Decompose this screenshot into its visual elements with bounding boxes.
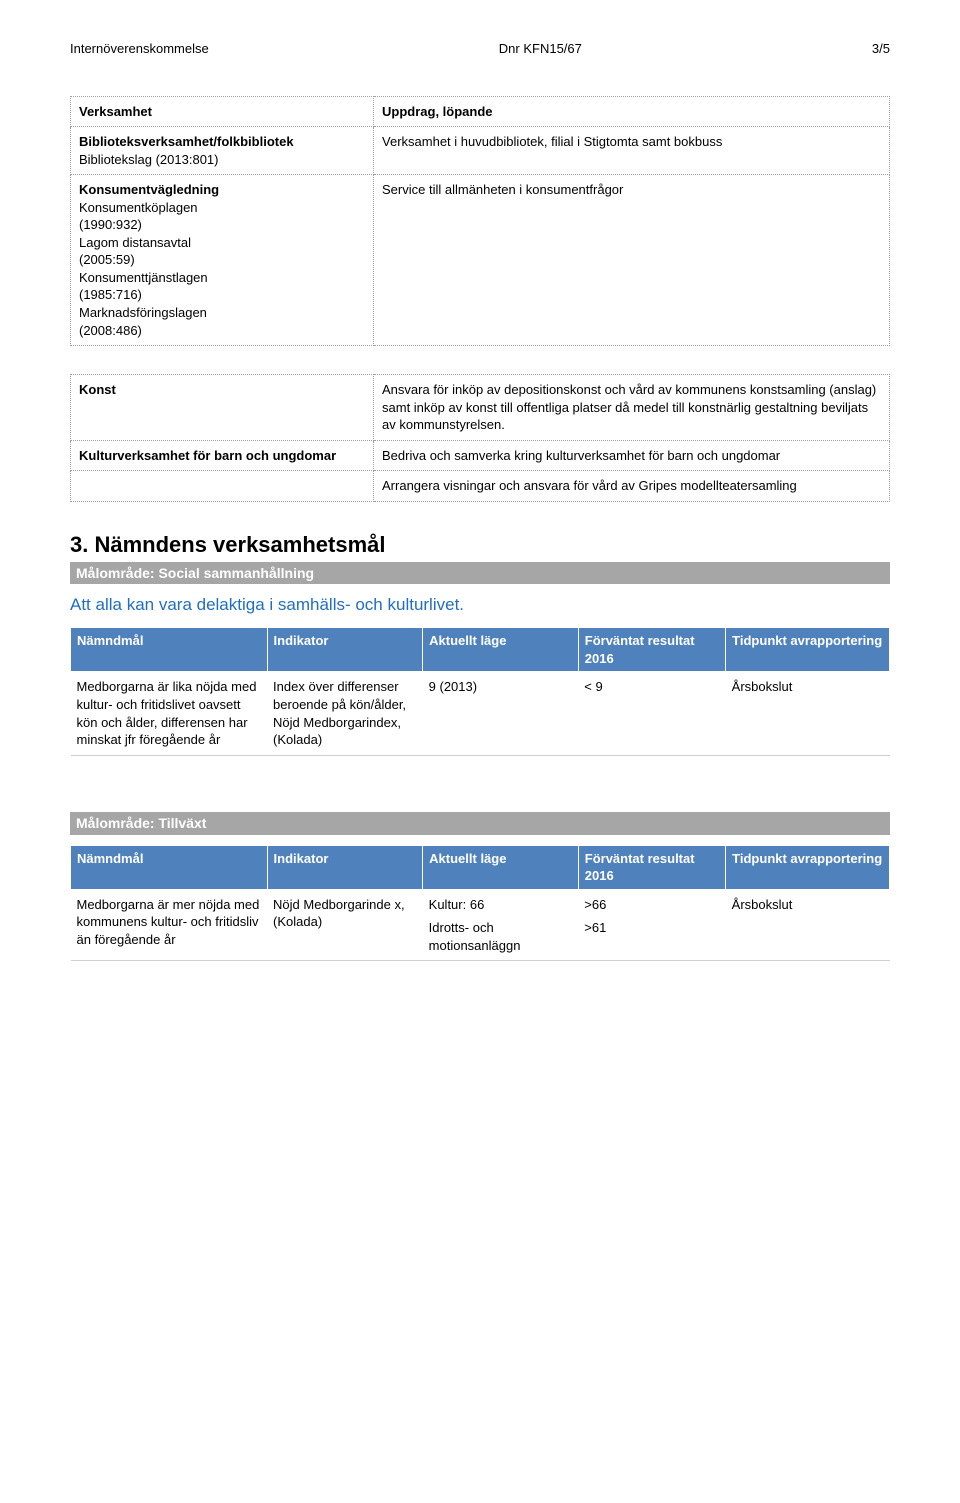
th: Aktuellt läge — [423, 628, 579, 672]
th: Tidpunkt avrapportering — [726, 845, 890, 889]
cell-right: Service till allmänheten i konsumentfråg… — [374, 175, 890, 346]
cell: < 9 — [578, 672, 725, 755]
cell-line: Bibliotekslag (2013:801) — [79, 151, 365, 169]
cell-line: >66 — [584, 896, 719, 914]
th: Aktuellt läge — [423, 845, 579, 889]
th: Nämndmål — [71, 845, 268, 889]
cell-title: Kulturverksamhet för barn och ungdomar — [79, 448, 336, 463]
table-row: Biblioteksverksamhet/folkbibliotek Bibli… — [71, 127, 890, 175]
header-right: 3/5 — [872, 40, 890, 58]
cell-line: Konsumenttjänstlagen — [79, 269, 365, 287]
header-center: Dnr KFN15/67 — [499, 40, 582, 58]
cell: Kultur: 66 Idrotts- och motionsanläggn — [423, 889, 579, 961]
table-row: Medborgarna är lika nöjda med kultur- oc… — [71, 672, 890, 755]
goal-table-1: Nämndmål Indikator Aktuellt läge Förvänt… — [70, 627, 890, 755]
table-header-row: Nämndmål Indikator Aktuellt läge Förvänt… — [71, 628, 890, 672]
activity-table-2: Konst Ansvara för inköp av depositionsko… — [70, 374, 890, 502]
cell-line: Lagom distansavtal — [79, 234, 365, 252]
cell: Årsbokslut — [726, 889, 890, 961]
cell: Medborgarna är mer nöjda med kommunens k… — [71, 889, 268, 961]
table-row: Kulturverksamhet för barn och ungdomar B… — [71, 440, 890, 471]
goal-area-bar: Målområde: Social sammanhållning — [70, 562, 890, 585]
cell: Årsbokslut — [726, 672, 890, 755]
th: Indikator — [267, 845, 423, 889]
cell-left: Kulturverksamhet för barn och ungdomar — [71, 440, 374, 471]
cell-right: Ansvara för inköp av depositionskonst oc… — [374, 375, 890, 441]
table-row: Medborgarna är mer nöjda med kommunens k… — [71, 889, 890, 961]
cell-left: Konsumentvägledning Konsumentköplagen (1… — [71, 175, 374, 346]
cell-line: (1985:716) — [79, 286, 365, 304]
cell-line: >61 — [584, 919, 719, 937]
th: Förväntat resultat 2016 — [578, 628, 725, 672]
cell-right: Arrangera visningar och ansvara för vård… — [374, 471, 890, 502]
goal-subtitle: Att alla kan vara delaktiga i samhälls- … — [70, 594, 890, 617]
cell-title: Konsumentvägledning — [79, 181, 365, 199]
cell-line: (1990:932) — [79, 216, 365, 234]
table-header-row: Nämndmål Indikator Aktuellt läge Förvänt… — [71, 845, 890, 889]
th: Indikator — [267, 628, 423, 672]
cell-left — [71, 471, 374, 502]
cell-line: Marknadsföringslagen — [79, 304, 365, 322]
cell-line: Kultur: 66 — [429, 896, 573, 914]
cell: >66 >61 — [578, 889, 725, 961]
th-uppdrag: Uppdrag, löpande — [374, 96, 890, 127]
table-row: Konsumentvägledning Konsumentköplagen (1… — [71, 175, 890, 346]
cell-line: Idrotts- och motionsanläggn — [429, 919, 573, 954]
cell: Medborgarna är lika nöjda med kultur- oc… — [71, 672, 268, 755]
table-row: Konst Ansvara för inköp av depositionsko… — [71, 375, 890, 441]
section-title: 3. Nämndens verksamhetsmål — [70, 530, 890, 560]
cell-title: Konst — [79, 382, 116, 397]
cell: Nöjd Medborgarinde x, (Kolada) — [267, 889, 423, 961]
cell-right: Verksamhet i huvudbibliotek, filial i St… — [374, 127, 890, 175]
cell: Index över differenser beroende på kön/å… — [267, 672, 423, 755]
th: Tidpunkt avrapportering — [726, 628, 890, 672]
activity-table-1: Verksamhet Uppdrag, löpande Biblioteksve… — [70, 96, 890, 347]
cell-line: Konsumentköplagen — [79, 199, 365, 217]
cell-title: Biblioteksverksamhet/folkbibliotek — [79, 133, 365, 151]
header-left: Internöverenskommelse — [70, 40, 209, 58]
cell-line: (2008:486) — [79, 322, 365, 340]
table-header-row: Verksamhet Uppdrag, löpande — [71, 96, 890, 127]
cell-line: (2005:59) — [79, 251, 365, 269]
cell-left: Konst — [71, 375, 374, 441]
th-verksamhet: Verksamhet — [71, 96, 374, 127]
cell: 9 (2013) — [423, 672, 579, 755]
goal-table-2: Nämndmål Indikator Aktuellt läge Förvänt… — [70, 845, 890, 962]
cell-left: Biblioteksverksamhet/folkbibliotek Bibli… — [71, 127, 374, 175]
table-row: Arrangera visningar och ansvara för vård… — [71, 471, 890, 502]
goal-area-bar: Målområde: Tillväxt — [70, 812, 890, 835]
page-header: Internöverenskommelse Dnr KFN15/67 3/5 — [70, 40, 890, 58]
th: Förväntat resultat 2016 — [578, 845, 725, 889]
cell-right: Bedriva och samverka kring kulturverksam… — [374, 440, 890, 471]
th: Nämndmål — [71, 628, 268, 672]
